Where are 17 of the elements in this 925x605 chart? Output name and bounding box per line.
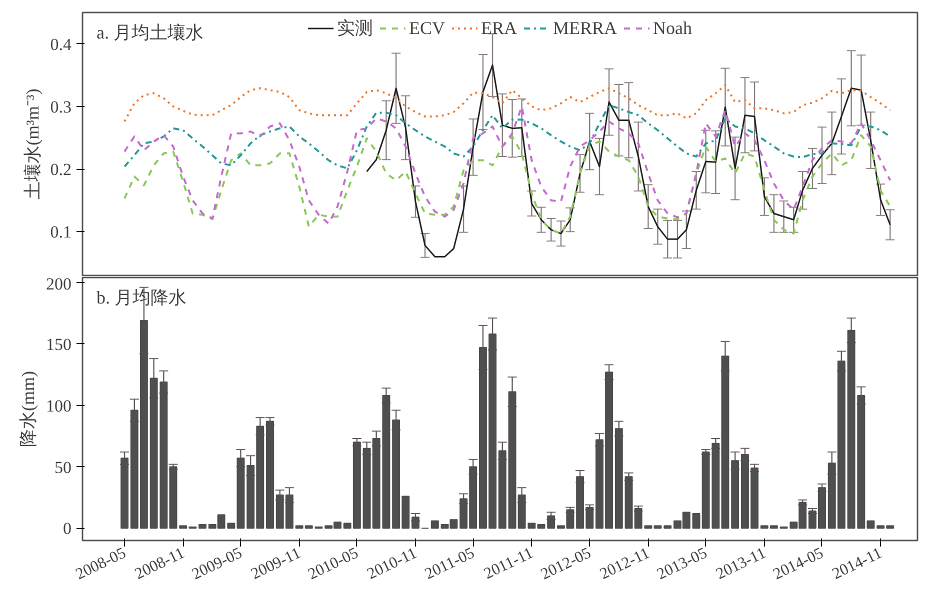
y-axis-title: 降水(mm) <box>18 370 38 447</box>
y-tick-label: 50 <box>54 458 72 477</box>
y-tick-label: 150 <box>46 334 72 354</box>
y-tick-label: 0.1 <box>50 222 72 242</box>
legend-label: ECV <box>408 18 445 38</box>
y-tick-label: 0.3 <box>50 97 72 116</box>
y-tick-label: 100 <box>46 396 72 416</box>
y-tick-label: 0 <box>63 519 72 538</box>
legend-label: MERRA <box>552 18 618 38</box>
text: a. 月均土壤水 <box>96 22 204 42</box>
y-axis-title: 土壤水(m³m⁻³) <box>22 88 42 200</box>
legend-label: ERA <box>480 18 517 38</box>
y-tick-label: 0.2 <box>50 160 72 180</box>
y-tick-label: 0.4 <box>50 34 72 54</box>
legend-label: 实测 <box>336 17 373 40</box>
y-tick-label: 200 <box>46 274 72 294</box>
legend-label: Noah <box>653 18 692 38</box>
